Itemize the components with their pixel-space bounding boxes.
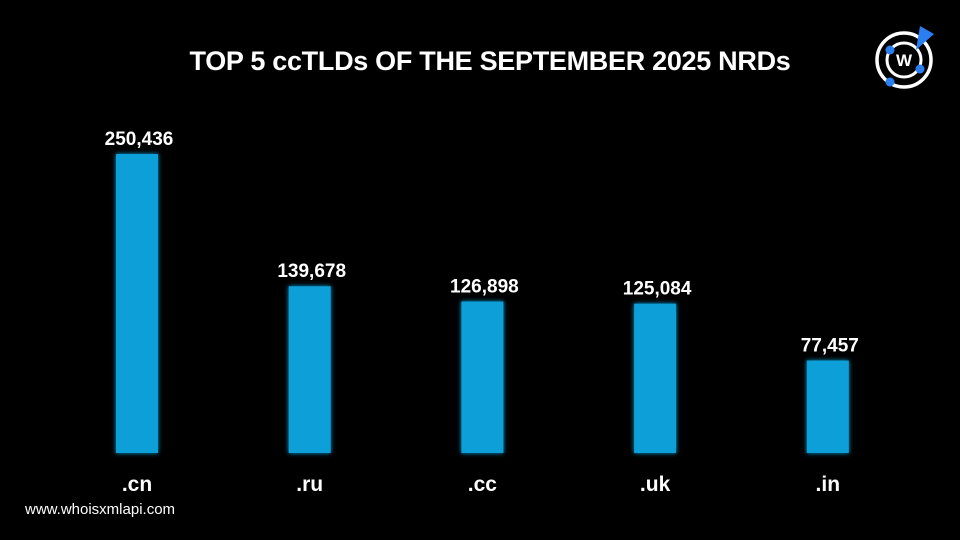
data-label: 250,436 [105, 129, 174, 150]
website-url: www.whoisxmlapi.com [25, 501, 176, 518]
bar-cn [116, 154, 158, 453]
chart-title: TOP 5 ccTLDs OF THE SEPTEMBER 2025 NRDs [189, 46, 791, 76]
bar-cc [461, 301, 504, 453]
data-label: 126,898 [450, 276, 519, 297]
category-label: .cn [122, 473, 152, 496]
data-label: 77,457 [801, 336, 859, 357]
bar-in [806, 360, 849, 453]
data-label: 139,678 [277, 261, 346, 282]
logo-letter: W [896, 51, 913, 70]
whoisxmlapi-logo: W [875, 26, 934, 89]
category-label: .ru [296, 473, 323, 496]
category-label: .in [816, 473, 841, 496]
bar-uk [634, 303, 677, 453]
category-label: .uk [640, 473, 671, 496]
data-label: 125,084 [623, 279, 692, 300]
bar-ru [288, 286, 331, 453]
category-label: .cc [468, 473, 498, 496]
